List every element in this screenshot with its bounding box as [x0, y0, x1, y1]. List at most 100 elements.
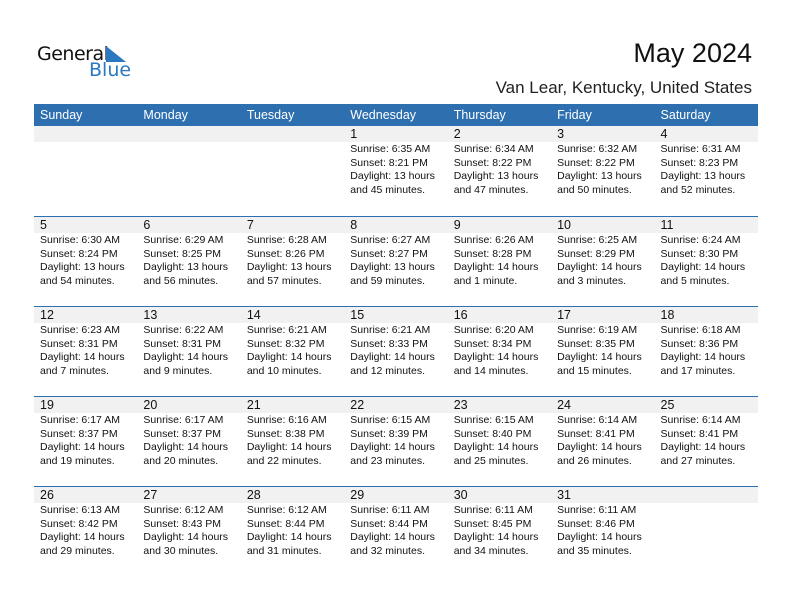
- day-info: Sunrise: 6:11 AM Sunset: 8:45 PM Daylight:…: [454, 504, 551, 558]
- sunrise-text: Sunrise: 6:32 AM: [557, 143, 638, 155]
- day-number: 27: [143, 488, 158, 502]
- day-cell: 9 Sunrise: 6:26 AM Sunset: 8:28 PM Daylight…: [448, 217, 551, 306]
- day-info: Sunrise: 6:14 AM Sunset: 8:41 PM Daylight:…: [661, 414, 758, 468]
- daylight-text: Daylight: 14 hours: [350, 531, 435, 543]
- minutes-text: and 25 minutes.: [453, 454, 529, 467]
- sunrise-text: Sunrise: 6:20 AM: [453, 324, 534, 336]
- minutes-text: and 20 minutes.: [143, 454, 219, 467]
- day-info: Sunrise: 6:17 AM Sunset: 8:37 PM Daylight:…: [40, 414, 137, 468]
- day-number: 16: [453, 308, 468, 322]
- sunset-text: Sunset: 8:36 PM: [660, 337, 739, 350]
- sunset-text: Sunset: 8:31 PM: [40, 337, 118, 350]
- weekday-sunday: Sunday: [40, 108, 83, 122]
- day-info: Sunrise: 6:23 AM Sunset: 8:31 PM Daylight:…: [40, 324, 137, 378]
- sunrise-text: Sunrise: 6:12 AM: [246, 504, 327, 516]
- day-info: Sunrise: 6:29 AM Sunset: 8:25 PM Daylight:…: [143, 234, 240, 288]
- daylight-text: Daylight: 14 hours: [350, 351, 435, 363]
- day-cell: 13 Sunrise: 6:22 AM Sunset: 8:31 PM Dayligh…: [137, 307, 240, 396]
- minutes-text: and 32 minutes.: [350, 544, 425, 557]
- day-number: 15: [350, 308, 365, 322]
- sunrise-text: Sunrise: 6:21 AM: [246, 324, 327, 336]
- daylight-text: Daylight: 14 hours: [557, 441, 642, 453]
- daylight-text: Daylight: 14 hours: [557, 261, 642, 273]
- sunrise-text: Sunrise: 6:24 AM: [660, 234, 741, 246]
- sunset-text: Sunset: 8:40 PM: [453, 427, 532, 440]
- daylight-text: Daylight: 13 hours: [246, 261, 332, 273]
- sunrise-text: Sunrise: 6:18 AM: [660, 324, 741, 336]
- sunset-text: Sunset: 8:32 PM: [246, 337, 325, 350]
- day-cell: 4 Sunrise: 6:31 AM Sunset: 8:23 PM Daylight…: [655, 126, 758, 216]
- day-cell: 21 Sunrise: 6:16 AM Sunset: 8:38 PM Dayligh…: [241, 397, 344, 486]
- day-number: 9: [453, 218, 461, 232]
- daylight-text: Daylight: 14 hours: [143, 351, 229, 363]
- day-number: 14: [246, 308, 261, 322]
- day-cell: 10 Sunrise: 6:25 AM Sunset: 8:29 PM Dayligh…: [551, 217, 654, 306]
- sunset-text: Sunset: 8:38 PM: [246, 427, 325, 440]
- sunrise-text: Sunrise: 6:12 AM: [143, 504, 224, 516]
- day-info: Sunrise: 6:24 AM Sunset: 8:30 PM Daylight:…: [661, 234, 758, 288]
- day-info: Sunrise: 6:21 AM Sunset: 8:33 PM Daylight:…: [350, 324, 447, 378]
- day-number: 19: [40, 398, 54, 412]
- minutes-text: and 56 minutes.: [143, 274, 219, 287]
- week-row: 26 Sunrise: 6:13 AM Sunset: 8:42 PM Dayligh…: [34, 486, 758, 576]
- sunrise-text: Sunrise: 6:11 AM: [350, 504, 430, 516]
- sunrise-text: Sunrise: 6:31 AM: [660, 143, 741, 155]
- empty-cell: [34, 126, 137, 216]
- day-info: Sunrise: 6:14 AM Sunset: 8:41 PM Daylight:…: [557, 414, 654, 468]
- daylight-text: Daylight: 13 hours: [453, 170, 539, 182]
- daylight-text: Daylight: 13 hours: [350, 170, 435, 182]
- weekday-wednesday: Wednesday: [350, 108, 417, 122]
- sunrise-text: Sunrise: 6:21 AM: [350, 324, 431, 336]
- empty-cell: [241, 126, 344, 216]
- day-info: Sunrise: 6:21 AM Sunset: 8:32 PM Daylight:…: [247, 324, 344, 378]
- minutes-text: and 35 minutes.: [557, 544, 632, 557]
- sunset-text: Sunset: 8:42 PM: [40, 517, 118, 530]
- sunrise-text: Sunrise: 6:11 AM: [557, 504, 637, 516]
- sunset-text: Sunset: 8:37 PM: [143, 427, 222, 440]
- week-row: 12 Sunrise: 6:23 AM Sunset: 8:31 PM Dayligh…: [34, 306, 758, 396]
- day-number: 31: [557, 488, 572, 502]
- day-number: 13: [143, 308, 158, 322]
- day-info: Sunrise: 6:15 AM Sunset: 8:40 PM Daylight:…: [454, 414, 551, 468]
- sunset-text: Sunset: 8:30 PM: [660, 247, 739, 260]
- daylight-text: Daylight: 14 hours: [660, 261, 746, 273]
- day-info: Sunrise: 6:19 AM Sunset: 8:35 PM Daylight:…: [557, 324, 654, 378]
- sunrise-text: Sunrise: 6:35 AM: [350, 143, 431, 155]
- day-cell: 14 Sunrise: 6:21 AM Sunset: 8:32 PM Dayligh…: [241, 307, 344, 396]
- day-number: 30: [453, 488, 468, 502]
- day-cell: 18 Sunrise: 6:18 AM Sunset: 8:36 PM Dayligh…: [655, 307, 758, 396]
- sunset-text: Sunset: 8:29 PM: [557, 247, 635, 260]
- day-number: 29: [350, 488, 365, 502]
- sunrise-text: Sunrise: 6:26 AM: [453, 234, 534, 246]
- daylight-text: Daylight: 13 hours: [143, 261, 229, 273]
- day-cell: 16 Sunrise: 6:20 AM Sunset: 8:34 PM Dayligh…: [448, 307, 551, 396]
- sunrise-text: Sunrise: 6:23 AM: [40, 324, 120, 336]
- daylight-text: Daylight: 14 hours: [660, 351, 746, 363]
- sunset-text: Sunset: 8:43 PM: [143, 517, 222, 530]
- sunset-text: Sunset: 8:24 PM: [40, 247, 118, 260]
- sunset-text: Sunset: 8:39 PM: [350, 427, 428, 440]
- day-info: Sunrise: 6:25 AM Sunset: 8:29 PM Daylight:…: [557, 234, 654, 288]
- day-info: Sunrise: 6:12 AM Sunset: 8:44 PM Daylight:…: [247, 504, 344, 558]
- daylight-text: Daylight: 13 hours: [557, 170, 642, 182]
- day-number: 10: [557, 218, 572, 232]
- daylight-text: Daylight: 14 hours: [660, 441, 746, 453]
- day-info: Sunrise: 6:11 AM Sunset: 8:44 PM Daylight:…: [350, 504, 447, 558]
- day-info: Sunrise: 6:11 AM Sunset: 8:46 PM Daylight:…: [557, 504, 654, 558]
- daylight-text: Daylight: 14 hours: [246, 351, 332, 363]
- day-cell: 27 Sunrise: 6:12 AM Sunset: 8:43 PM Dayligh…: [137, 487, 240, 576]
- sunset-text: Sunset: 8:21 PM: [350, 156, 428, 169]
- daylight-text: Daylight: 14 hours: [453, 441, 539, 453]
- day-cell: 8 Sunrise: 6:27 AM Sunset: 8:27 PM Daylight…: [344, 217, 447, 306]
- day-cell: 20 Sunrise: 6:17 AM Sunset: 8:37 PM Dayligh…: [137, 397, 240, 486]
- day-number: 2: [453, 127, 461, 141]
- day-info: Sunrise: 6:18 AM Sunset: 8:36 PM Daylight:…: [661, 324, 758, 378]
- page-title: May 2024: [633, 38, 752, 68]
- day-info: Sunrise: 6:15 AM Sunset: 8:39 PM Daylight:…: [350, 414, 447, 468]
- day-cell: 28 Sunrise: 6:12 AM Sunset: 8:44 PM Dayligh…: [241, 487, 344, 576]
- minutes-text: and 31 minutes.: [246, 544, 322, 557]
- sunset-text: Sunset: 8:22 PM: [557, 156, 635, 169]
- minutes-text: and 59 minutes.: [350, 274, 425, 287]
- sunset-text: Sunset: 8:41 PM: [557, 427, 635, 440]
- day-info: Sunrise: 6:30 AM Sunset: 8:24 PM Daylight:…: [40, 234, 137, 288]
